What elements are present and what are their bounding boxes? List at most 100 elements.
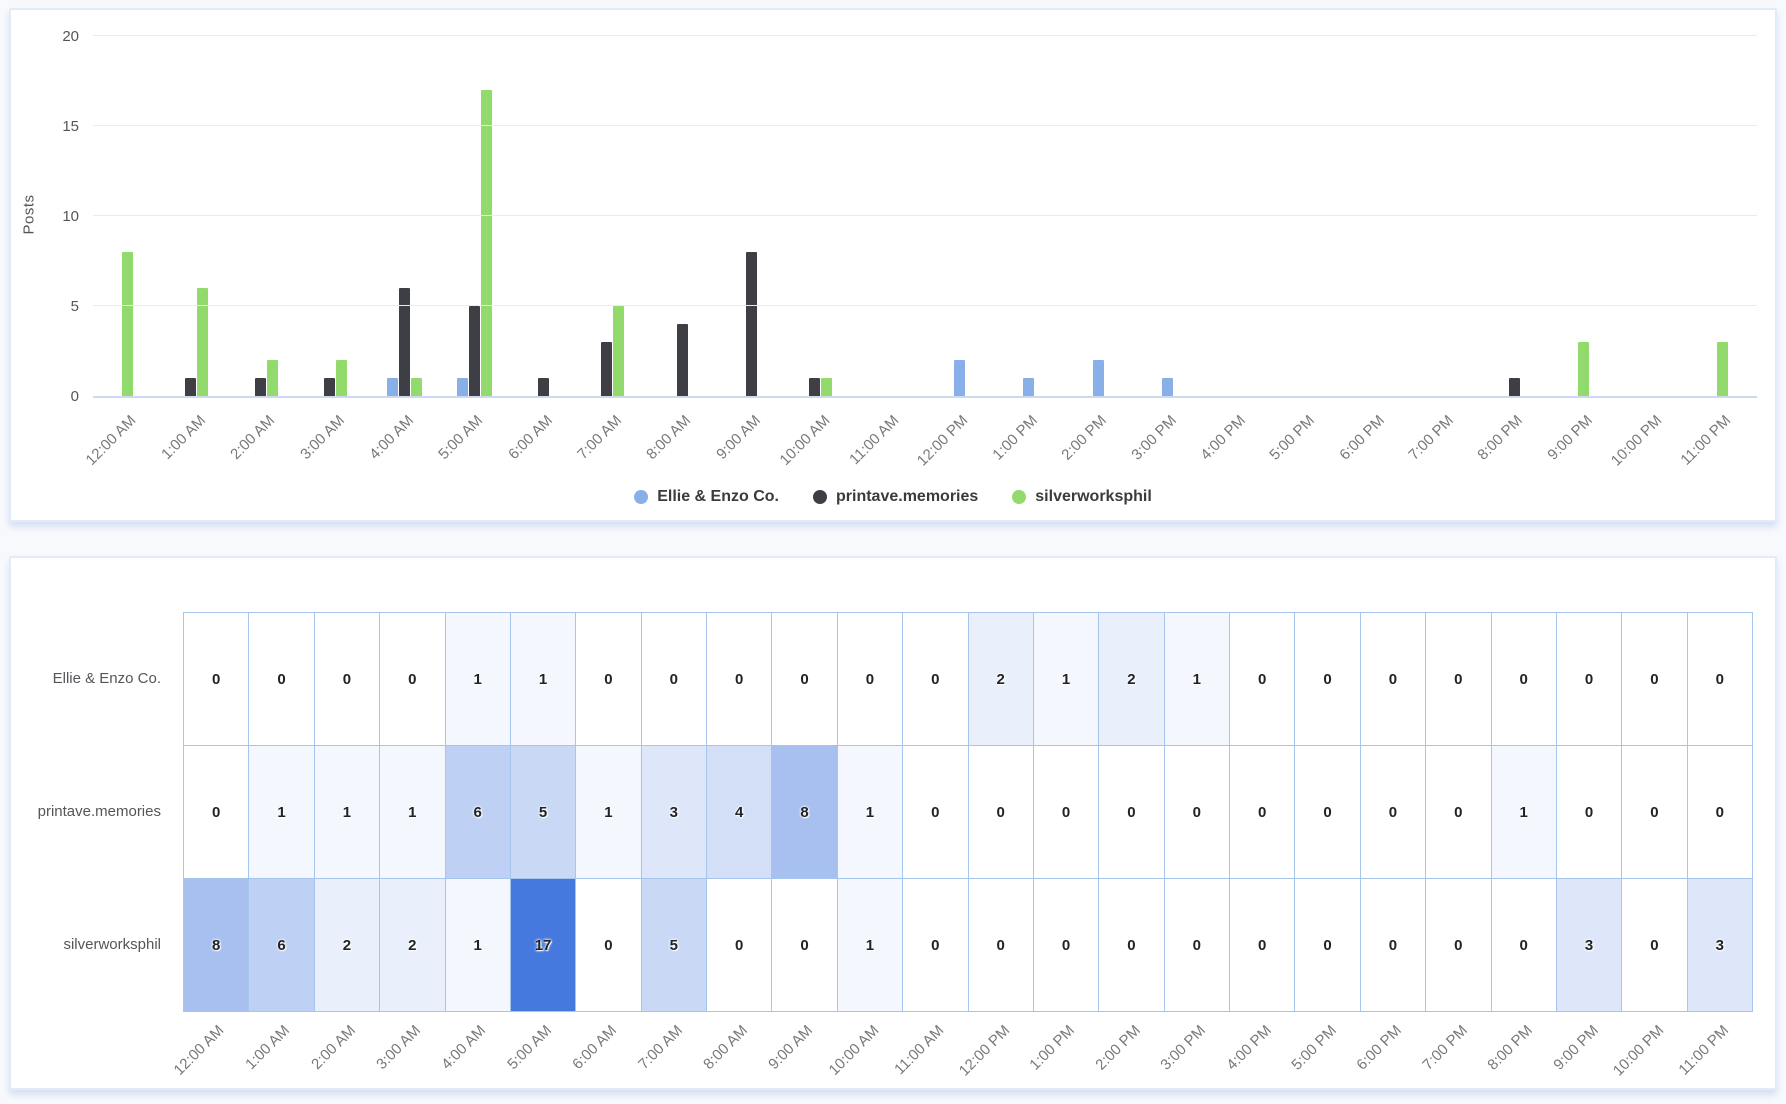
- heatmap-cell[interactable]: 0: [707, 879, 772, 1011]
- bar-printave-memories[interactable]: [185, 378, 197, 396]
- legend-item-printave-memories[interactable]: printave.memories: [813, 488, 978, 506]
- heatmap-cell[interactable]: 6: [249, 879, 314, 1011]
- bar-ellie-enzo-co-[interactable]: [1092, 360, 1104, 396]
- bar-printave-memories[interactable]: [538, 378, 550, 396]
- bar-silverworksphil[interactable]: [1578, 342, 1590, 396]
- heatmap-cell[interactable]: 0: [1360, 746, 1426, 878]
- heatmap-cell[interactable]: 0: [184, 746, 249, 878]
- heatmap-cell[interactable]: 3: [1687, 879, 1752, 1011]
- bar-ellie-enzo-co-[interactable]: [456, 378, 468, 396]
- legend-item-silverworksphil[interactable]: silverworksphil: [1012, 488, 1152, 506]
- heatmap-cell[interactable]: 4: [707, 746, 772, 878]
- heatmap-cell[interactable]: 0: [1230, 613, 1295, 745]
- bar-ellie-enzo-co-[interactable]: [954, 360, 966, 396]
- bar-silverworksphil[interactable]: [122, 252, 134, 396]
- heatmap-cell[interactable]: 0: [1687, 746, 1752, 878]
- heatmap-cell[interactable]: 1: [837, 746, 903, 878]
- heatmap-cell[interactable]: 0: [1295, 879, 1360, 1011]
- heatmap-cell[interactable]: 0: [772, 879, 837, 1011]
- heatmap-cell[interactable]: 0: [1360, 613, 1426, 745]
- heatmap-cell[interactable]: 0: [576, 879, 641, 1011]
- bar-printave-memories[interactable]: [676, 324, 688, 396]
- heatmap-cell[interactable]: 0: [1295, 613, 1360, 745]
- heatmap-cell[interactable]: 0: [641, 613, 706, 745]
- heatmap-cell[interactable]: 0: [1556, 746, 1622, 878]
- bar-printave-memories[interactable]: [254, 378, 266, 396]
- heatmap-cell[interactable]: 1: [1033, 613, 1099, 745]
- heatmap-cell[interactable]: 0: [1360, 879, 1426, 1011]
- heatmap-cell[interactable]: 0: [707, 613, 772, 745]
- heatmap-cell[interactable]: 1: [445, 879, 510, 1011]
- heatmap-cell[interactable]: 0: [1230, 879, 1295, 1011]
- heatmap-cell[interactable]: 0: [968, 879, 1033, 1011]
- heatmap-cell[interactable]: 0: [903, 746, 968, 878]
- heatmap-cell[interactable]: 1: [445, 613, 510, 745]
- heatmap-cell[interactable]: 0: [1295, 746, 1360, 878]
- bar-silverworksphil[interactable]: [411, 378, 423, 396]
- bar-ellie-enzo-co-[interactable]: [1162, 378, 1174, 396]
- heatmap-cell[interactable]: 2: [314, 879, 380, 1011]
- bar-printave-memories[interactable]: [1508, 378, 1520, 396]
- heatmap-cell[interactable]: 0: [903, 879, 968, 1011]
- bar-silverworksphil[interactable]: [266, 360, 278, 396]
- heatmap-cell[interactable]: 0: [772, 613, 837, 745]
- heatmap-cell[interactable]: 2: [968, 613, 1033, 745]
- bar-silverworksphil[interactable]: [821, 378, 833, 396]
- bar-silverworksphil[interactable]: [336, 360, 348, 396]
- heatmap-cell[interactable]: 3: [641, 746, 706, 878]
- bar-printave-memories[interactable]: [809, 378, 821, 396]
- heatmap-cell[interactable]: 0: [1164, 746, 1229, 878]
- heatmap-cell[interactable]: 5: [641, 879, 706, 1011]
- heatmap-cell[interactable]: 0: [1687, 613, 1752, 745]
- heatmap-cell[interactable]: 0: [1033, 746, 1099, 878]
- heatmap-cell[interactable]: 0: [1426, 613, 1491, 745]
- heatmap-cell[interactable]: 0: [903, 613, 968, 745]
- bar-printave-memories[interactable]: [746, 252, 758, 396]
- bar-ellie-enzo-co-[interactable]: [1023, 378, 1035, 396]
- heatmap-cell[interactable]: 0: [1622, 879, 1687, 1011]
- bar-silverworksphil[interactable]: [1716, 342, 1728, 396]
- heatmap-cell[interactable]: 0: [1491, 613, 1556, 745]
- heatmap-cell[interactable]: 8: [772, 746, 837, 878]
- bar-silverworksphil[interactable]: [613, 306, 625, 396]
- heatmap-cell[interactable]: 0: [968, 746, 1033, 878]
- heatmap-cell[interactable]: 1: [510, 613, 576, 745]
- heatmap-cell[interactable]: 1: [380, 746, 445, 878]
- heatmap-cell[interactable]: 1: [249, 746, 314, 878]
- heatmap-cell[interactable]: 0: [576, 613, 641, 745]
- heatmap-cell[interactable]: 0: [1622, 746, 1687, 878]
- heatmap-cell[interactable]: 6: [445, 746, 510, 878]
- bar-silverworksphil[interactable]: [480, 90, 492, 396]
- heatmap-cell[interactable]: 0: [314, 613, 380, 745]
- bar-printave-memories[interactable]: [324, 378, 336, 396]
- bar-silverworksphil[interactable]: [197, 288, 209, 396]
- heatmap-cell[interactable]: 0: [380, 613, 445, 745]
- heatmap-cell[interactable]: 17: [510, 879, 576, 1011]
- heatmap-cell[interactable]: 5: [510, 746, 576, 878]
- heatmap-cell[interactable]: 0: [1622, 613, 1687, 745]
- heatmap-cell[interactable]: 1: [837, 879, 903, 1011]
- heatmap-cell[interactable]: 0: [1491, 879, 1556, 1011]
- heatmap-cell[interactable]: 0: [1426, 879, 1491, 1011]
- heatmap-cell[interactable]: 8: [184, 879, 249, 1011]
- heatmap-cell[interactable]: 0: [1033, 879, 1099, 1011]
- heatmap-cell[interactable]: 0: [1230, 746, 1295, 878]
- heatmap-cell[interactable]: 3: [1556, 879, 1622, 1011]
- heatmap-cell[interactable]: 0: [1426, 746, 1491, 878]
- heatmap-cell[interactable]: 0: [1556, 613, 1622, 745]
- heatmap-cell[interactable]: 0: [249, 613, 314, 745]
- bar-printave-memories[interactable]: [399, 288, 411, 396]
- heatmap-cell[interactable]: 1: [314, 746, 380, 878]
- heatmap-cell[interactable]: 2: [380, 879, 445, 1011]
- heatmap-cell[interactable]: 0: [1099, 746, 1164, 878]
- legend-item-ellie-enzo-co-[interactable]: Ellie & Enzo Co.: [634, 488, 779, 506]
- heatmap-cell[interactable]: 0: [1164, 879, 1229, 1011]
- heatmap-cell[interactable]: 1: [1164, 613, 1229, 745]
- heatmap-cell[interactable]: 2: [1099, 613, 1164, 745]
- bar-printave-memories[interactable]: [468, 306, 480, 396]
- heatmap-cell[interactable]: 0: [837, 613, 903, 745]
- heatmap-cell[interactable]: 0: [184, 613, 249, 745]
- bar-printave-memories[interactable]: [601, 342, 613, 396]
- heatmap-cell[interactable]: 1: [576, 746, 641, 878]
- heatmap-cell[interactable]: 1: [1491, 746, 1556, 878]
